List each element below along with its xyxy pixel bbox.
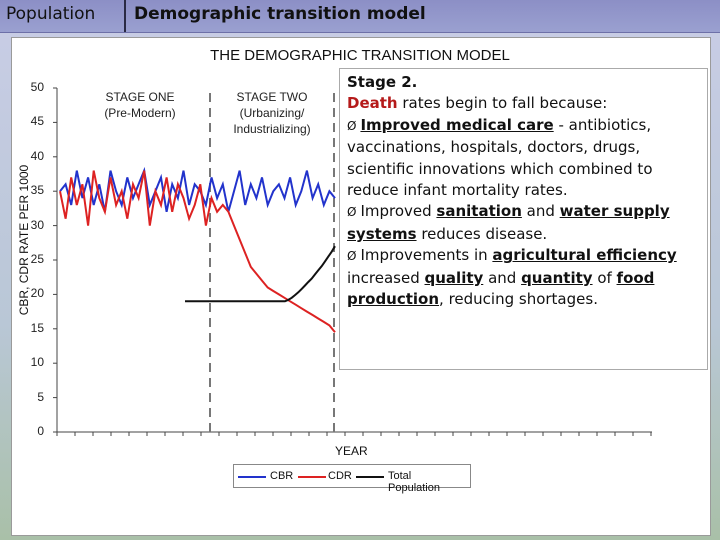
chart-title: THE DEMOGRAPHIC TRANSITION MODEL <box>210 47 510 64</box>
quality-word: quality <box>424 268 484 287</box>
chart-legend: CBR CDR Total Population <box>233 464 471 494</box>
series-line-total-population <box>185 245 336 303</box>
agri-rest: , reducing shortages. <box>439 290 598 309</box>
textbox-intro: Death rates begin to fall because: <box>347 93 699 114</box>
stage-one-title: STAGE ONE <box>105 90 175 104</box>
agri-of: of <box>592 268 617 287</box>
stage-two-label: STAGE TWO (Urbanizing/ Industrializing) <box>222 89 322 137</box>
stage-one-subtitle: (Pre-Modern) <box>104 106 176 120</box>
y-tick-label: 50 <box>30 80 44 94</box>
slide-title: Demographic transition model <box>134 4 426 24</box>
tab-population[interactable]: Population <box>0 0 126 32</box>
stage-two-subtitle: (Urbanizing/ <box>239 106 305 120</box>
agri-efficiency: agricultural efficiency <box>492 246 677 265</box>
agri-increased: increased <box>347 268 425 287</box>
intro-rest: rates begin to fall because: <box>397 94 608 113</box>
y-tick-label: 40 <box>30 148 44 163</box>
legend-cbr-label: CBR <box>270 470 294 482</box>
quantity-word: quantity <box>521 268 593 287</box>
sanitation-rest: reduces disease. <box>416 224 548 243</box>
bullet-sanitation: Ø Improved sanitation and water supply sy… <box>347 201 699 245</box>
legend-cdr-swatch <box>298 476 326 478</box>
bullet-arrow-icon: Ø <box>347 205 357 220</box>
x-axis-label: YEAR <box>335 444 368 458</box>
bullet-agriculture: Ø Improvements in agricultural efficiency… <box>347 245 699 310</box>
bullet-medical: Ø Improved medical care - antibiotics, va… <box>347 115 699 202</box>
y-tick-label: 45 <box>30 114 44 129</box>
y-tick-label: 30 <box>30 217 44 232</box>
y-tick-label: 10 <box>30 355 44 370</box>
death-word: Death <box>347 94 398 113</box>
stage-one-label: STAGE ONE (Pre-Modern) <box>92 89 188 121</box>
bullet-arrow-icon: Ø <box>347 118 357 133</box>
medical-detail: antibiotics, vaccinations, hospitals, do… <box>347 115 653 200</box>
legend-population-swatch <box>356 476 384 478</box>
stage-two-title: STAGE TWO <box>236 90 308 104</box>
bullet-arrow-icon: Ø <box>347 249 357 264</box>
water-supply: water supply systems <box>347 202 670 243</box>
medical-dash: - <box>553 115 564 134</box>
legend-cbr-swatch <box>238 476 266 478</box>
y-tick-label: 25 <box>30 252 44 266</box>
sanitation-word: sanitation <box>436 202 522 221</box>
agri-prefix: Improvements in <box>360 246 493 265</box>
legend-cdr-label: CDR <box>328 470 352 482</box>
y-tick-label: 35 <box>30 183 44 198</box>
y-tick-label: 15 <box>30 320 44 335</box>
y-tick-label: 0 <box>37 424 44 438</box>
title-bar: Population Demographic transition model <box>0 0 720 33</box>
legend-population-label: Total Population <box>388 470 440 494</box>
sanitation-and: and <box>521 202 560 221</box>
stage-two-subtitle-2: Industrializing) <box>233 122 311 136</box>
y-tick-label: 20 <box>30 286 44 301</box>
stage-two-textbox: Stage 2. Death rates begin to fall becau… <box>339 68 708 370</box>
series-line-cdr <box>59 170 336 333</box>
sanitation-prefix: Improved <box>360 202 437 221</box>
y-tick-label: 5 <box>37 389 44 404</box>
medical-care: Improved medical care <box>360 115 554 134</box>
agri-and: and <box>483 268 522 287</box>
food-production: food production <box>347 268 655 309</box>
textbox-heading: Stage 2. <box>347 73 418 91</box>
